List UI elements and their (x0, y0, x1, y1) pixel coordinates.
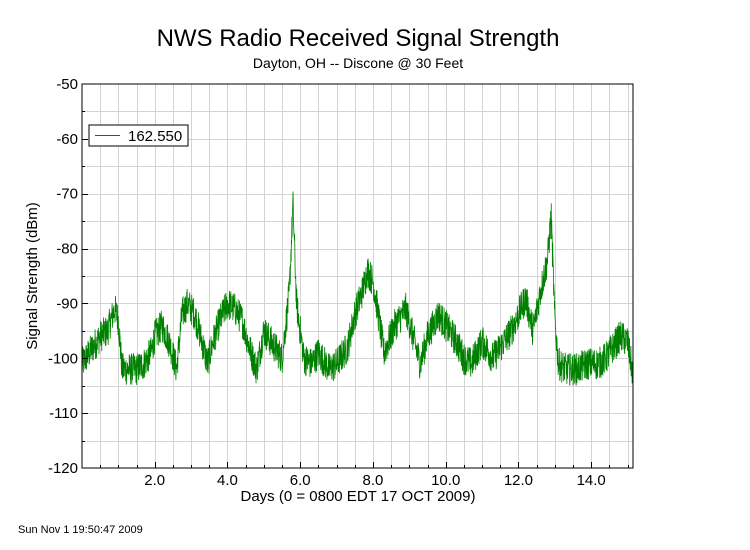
chart-title: NWS Radio Received Signal Strength (157, 25, 560, 52)
series-line-162-550 (82, 191, 633, 386)
y-tick-label: -70 (56, 186, 78, 203)
y-tick-label: -100 (48, 350, 78, 367)
x-axis-ticks: 2.0 4.0 6.0 8.0 10.0 12.0 14.0 (100, 462, 629, 489)
x-axis-label: Days (0 = 0800 EDT 17 OCT 2009) (241, 488, 476, 505)
x-tick-label: 2.0 (144, 472, 165, 489)
legend: 162.550 (88, 124, 189, 147)
footer-timestamp: Sun Nov 1 19:50:47 2009 (18, 524, 143, 536)
y-axis-ticks: -50 -60 -70 -80 -90 -100 -110 -120 (48, 76, 88, 477)
y-tick-label: -90 (56, 295, 78, 312)
y-axis-label: Signal Strength (dBm) (24, 202, 41, 350)
x-tick-label: 10.0 (431, 472, 460, 489)
y-tick-label: -50 (56, 76, 78, 93)
y-tick-label: -60 (56, 131, 78, 148)
x-tick-label: 8.0 (363, 472, 384, 489)
legend-label: 162.550 (128, 128, 182, 145)
x-tick-label: 14.0 (577, 472, 606, 489)
y-tick-label: -110 (49, 405, 78, 422)
x-tick-label: 6.0 (290, 472, 311, 489)
grid-lines (82, 84, 633, 468)
legend-box (88, 124, 189, 147)
x-tick-label: 12.0 (504, 472, 533, 489)
y-tick-label: -80 (56, 241, 78, 258)
y-tick-label: -120 (48, 460, 78, 477)
x-tick-label: 4.0 (217, 472, 238, 489)
chart-subtitle: Dayton, OH -- Discone @ 30 Feet (253, 55, 463, 71)
